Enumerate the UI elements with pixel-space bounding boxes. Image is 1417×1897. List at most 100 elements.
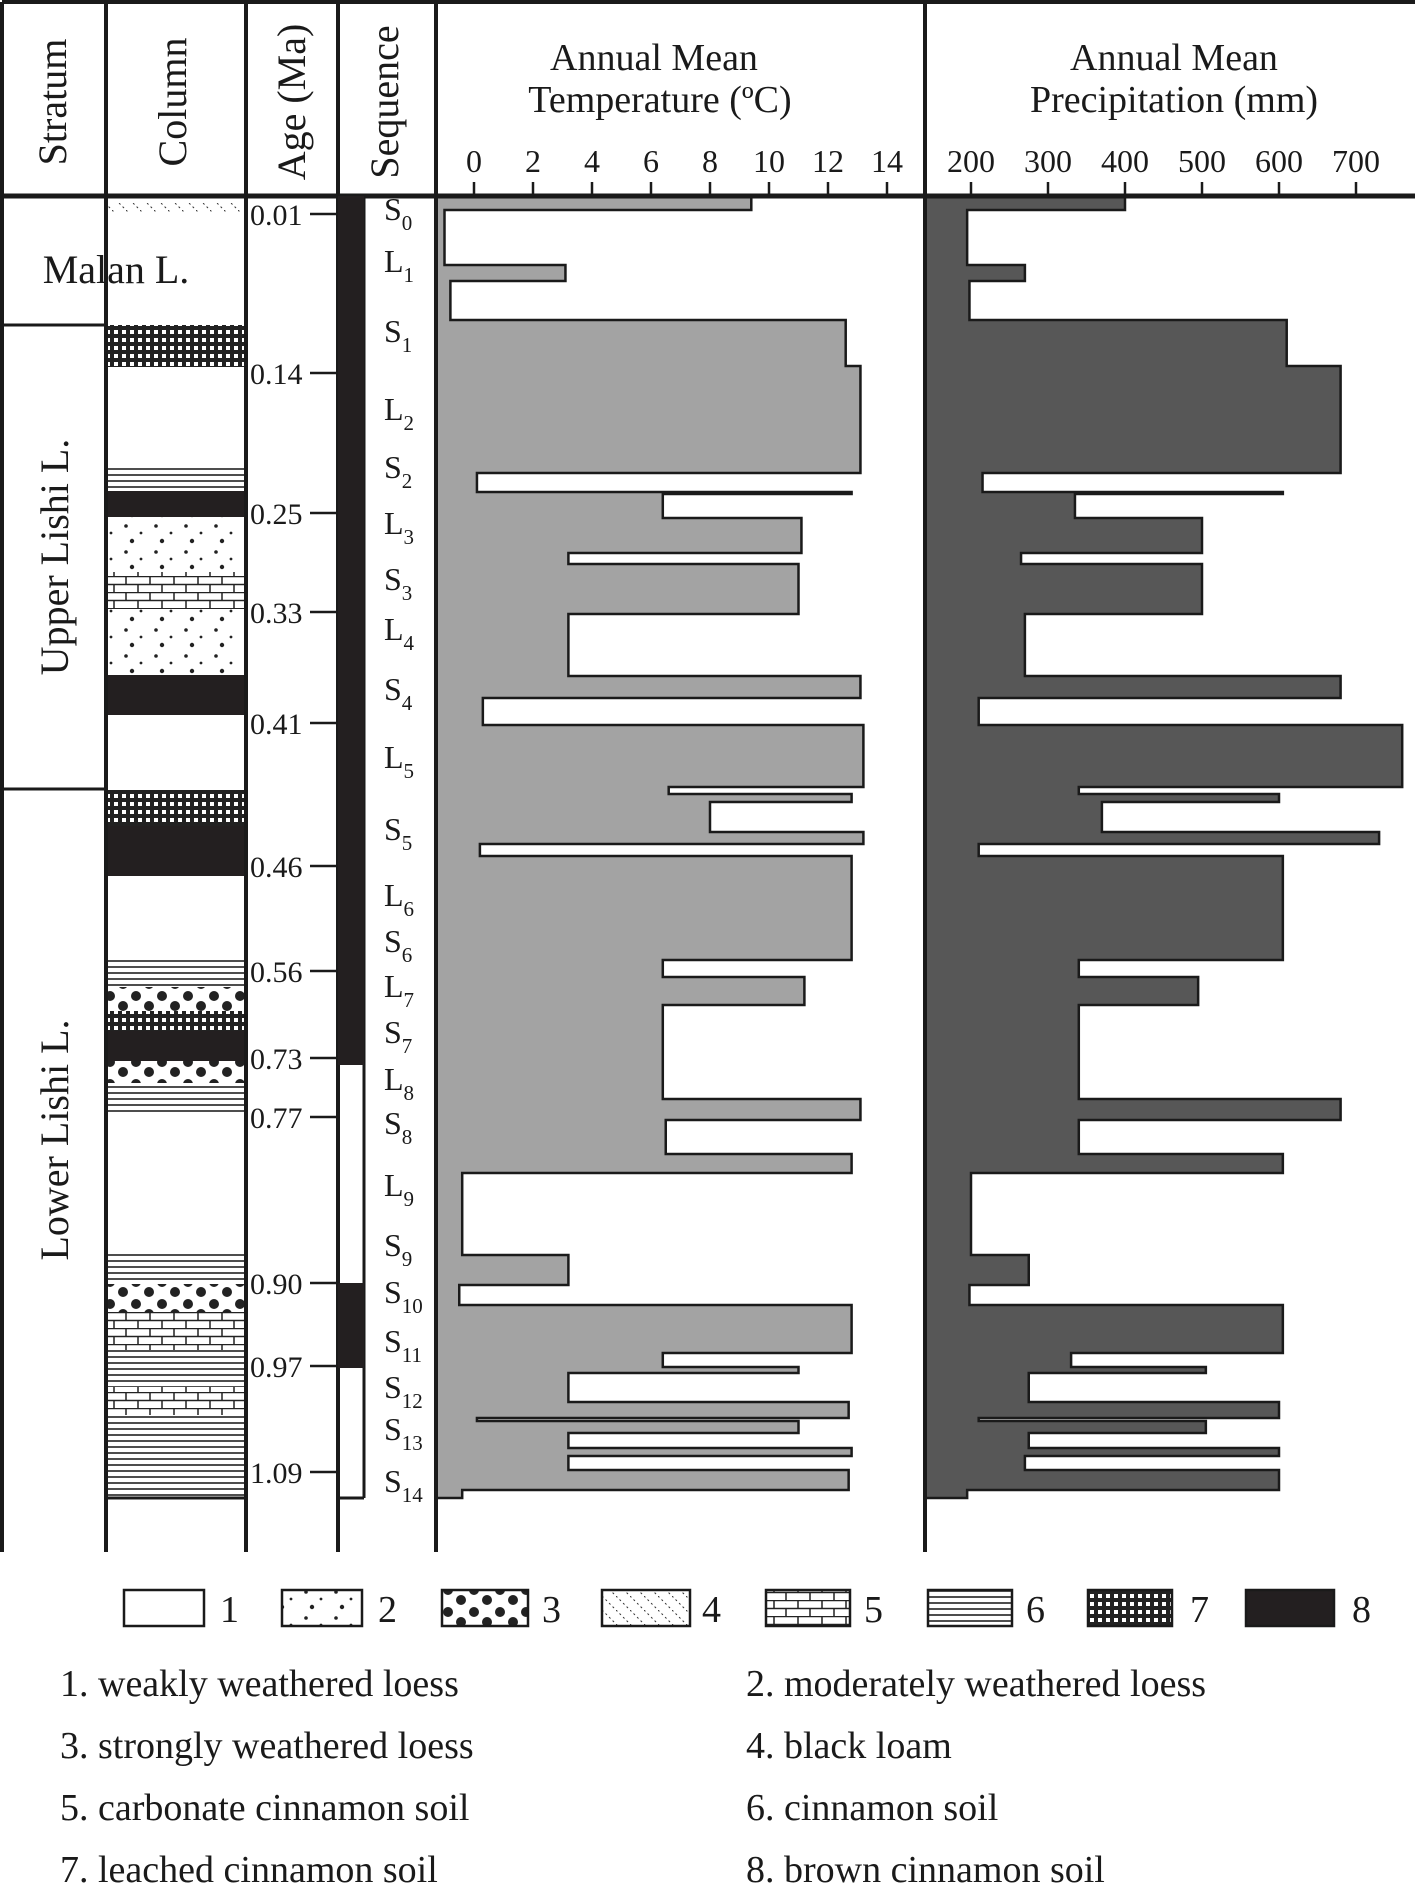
temperature-tick-label: 2 xyxy=(525,143,541,179)
header-precipitation-line1: Annual Mean xyxy=(1070,37,1278,79)
age-tick-label: 0.25 xyxy=(250,498,303,531)
sequence-bar-lower xyxy=(338,1283,364,1368)
layer-cinnamon xyxy=(107,1083,245,1113)
layer-cinnamon xyxy=(107,466,245,491)
sequence-label: L5 xyxy=(384,739,414,783)
legend-number-8: 8 xyxy=(1352,1589,1371,1631)
precipitation-area xyxy=(923,194,1404,1500)
legend-swatch-6 xyxy=(926,1588,1014,1628)
header-column: Column xyxy=(150,38,195,167)
header-temperature-line2: Temperature (ºC) xyxy=(528,79,791,121)
sequence-bar-upper xyxy=(338,196,364,1065)
precipitation-tick-label: 200 xyxy=(947,143,995,179)
lithology-column xyxy=(107,198,245,1498)
headers: Stratum Column Age (Ma) Sequence Annual … xyxy=(30,24,1318,181)
temperature-tick-label: 12 xyxy=(812,143,844,179)
age-tick-label: 0.97 xyxy=(250,1351,303,1384)
sequence-label: L7 xyxy=(384,968,414,1012)
age-tick-label: 0.46 xyxy=(250,851,303,884)
header-sequence: Sequence xyxy=(362,25,407,178)
layer-leached-cinnamon xyxy=(107,1011,245,1031)
age-axis: 0.01 0.14 0.25 0.33 0.41 0.46 0.56 0.73 0.77 0.90… xyxy=(250,199,338,1490)
sequence-label: L1 xyxy=(384,243,414,287)
layer-strongly-weathered xyxy=(107,1061,245,1083)
temperature-tick-label: 14 xyxy=(871,143,903,179)
legend-desc-5: 5. carbonate cinnamon soil xyxy=(60,1787,469,1829)
sequence-label: S0 xyxy=(384,191,412,235)
stratum-upper-lishi: Upper Lishi L. xyxy=(32,439,77,676)
precipitation-tick-label: 400 xyxy=(1101,143,1149,179)
age-tick-label: 0.01 xyxy=(250,199,303,232)
age-tick-label: 1.09 xyxy=(250,1457,303,1490)
sequence-label: L4 xyxy=(384,611,415,655)
strata-labels: Malan L. Upper Lishi L. Lower Lishi L. xyxy=(32,247,189,1261)
header-precipitation-line2: Precipitation (mm) xyxy=(1030,79,1318,121)
sequence-label: S6 xyxy=(384,923,412,967)
layer-brown-cinnamon xyxy=(107,1031,245,1061)
age-tick-label: 0.90 xyxy=(250,1268,303,1301)
temperature-area xyxy=(434,194,865,1500)
sequence-label: S3 xyxy=(384,561,412,605)
layer-brown-cinnamon xyxy=(107,826,245,876)
legend-number-7: 7 xyxy=(1190,1589,1209,1631)
precipitation-tick-label: 500 xyxy=(1178,143,1226,179)
sequence-label: S7 xyxy=(384,1014,412,1058)
sequence-label: S12 xyxy=(384,1369,423,1413)
age-tick-label: 0.14 xyxy=(250,358,303,391)
legend-swatch-5 xyxy=(764,1588,852,1628)
legend-desc-3: 3. strongly weathered loess xyxy=(60,1725,474,1767)
legend-desc-2: 2. moderately weathered loess xyxy=(746,1663,1206,1705)
sequence-label: L8 xyxy=(384,1061,414,1105)
temperature-tick-label: 6 xyxy=(643,143,659,179)
sequence-label: S14 xyxy=(384,1463,423,1507)
sequence-bar xyxy=(338,196,364,1368)
legend-number-1: 1 xyxy=(220,1589,239,1631)
header-age: Age (Ma) xyxy=(269,24,314,181)
layer-cinnamon xyxy=(107,1415,245,1497)
stratum-lower-lishi: Lower Lishi L. xyxy=(32,1019,77,1260)
age-tick-label: 0.73 xyxy=(250,1043,303,1076)
layer-carbonate-cinnamon xyxy=(107,1387,245,1415)
temperature-ticks: 0 2 4 6 8 10 12 14 xyxy=(466,143,903,196)
legend-number-4: 4 xyxy=(702,1589,721,1631)
sequence-label: L6 xyxy=(384,877,414,921)
layer-carbonate-cinnamon xyxy=(107,572,245,609)
layer-moderately-weathered xyxy=(107,609,245,675)
sequence-label: S4 xyxy=(384,671,413,715)
sequence-label: S1 xyxy=(384,313,412,357)
precipitation-ticks: 200 300 400 500 600 700 xyxy=(947,143,1380,196)
layer-leached-cinnamon xyxy=(107,790,245,826)
age-tick-label: 0.77 xyxy=(250,1102,303,1135)
age-tick-label: 0.56 xyxy=(250,956,303,989)
temperature-tick-label: 10 xyxy=(753,143,785,179)
precipitation-tick-label: 300 xyxy=(1024,143,1072,179)
layer-moderately-weathered xyxy=(107,517,245,572)
legend: 1 2 3 4 5 6 7 8 1. weakly weathered loes… xyxy=(60,1588,1371,1891)
legend-swatch-3 xyxy=(440,1588,530,1628)
header-stratum: Stratum xyxy=(30,39,75,166)
sequence-label: S11 xyxy=(384,1323,422,1367)
sequence-label: S2 xyxy=(384,449,412,493)
sequence-label: S10 xyxy=(384,1274,423,1318)
layer-cinnamon xyxy=(107,1350,245,1387)
layer-carbonate-cinnamon xyxy=(107,1312,245,1350)
legend-swatch-8 xyxy=(1244,1588,1336,1628)
sequence-label: L2 xyxy=(384,391,414,435)
temperature-tick-label: 4 xyxy=(584,143,600,179)
legend-desc-6: 6. cinnamon soil xyxy=(746,1787,998,1829)
precipitation-tick-label: 700 xyxy=(1332,143,1380,179)
legend-desc-7: 7. leached cinnamon soil xyxy=(60,1849,438,1891)
sequence-label: S13 xyxy=(384,1411,423,1455)
legend-swatch-4 xyxy=(600,1588,692,1628)
legend-desc-4: 4. black loam xyxy=(746,1725,952,1767)
legend-desc-1: 1. weakly weathered loess xyxy=(60,1663,459,1705)
legend-swatch-1 xyxy=(122,1588,206,1628)
stratum-malan: Malan L. xyxy=(43,247,190,292)
layer-black-loam xyxy=(107,203,245,213)
legend-swatch-7 xyxy=(1086,1588,1174,1628)
plots xyxy=(434,194,1404,1500)
legend-number-2: 2 xyxy=(378,1589,397,1631)
age-tick-label: 0.41 xyxy=(250,708,303,741)
temperature-tick-label: 0 xyxy=(466,143,482,179)
